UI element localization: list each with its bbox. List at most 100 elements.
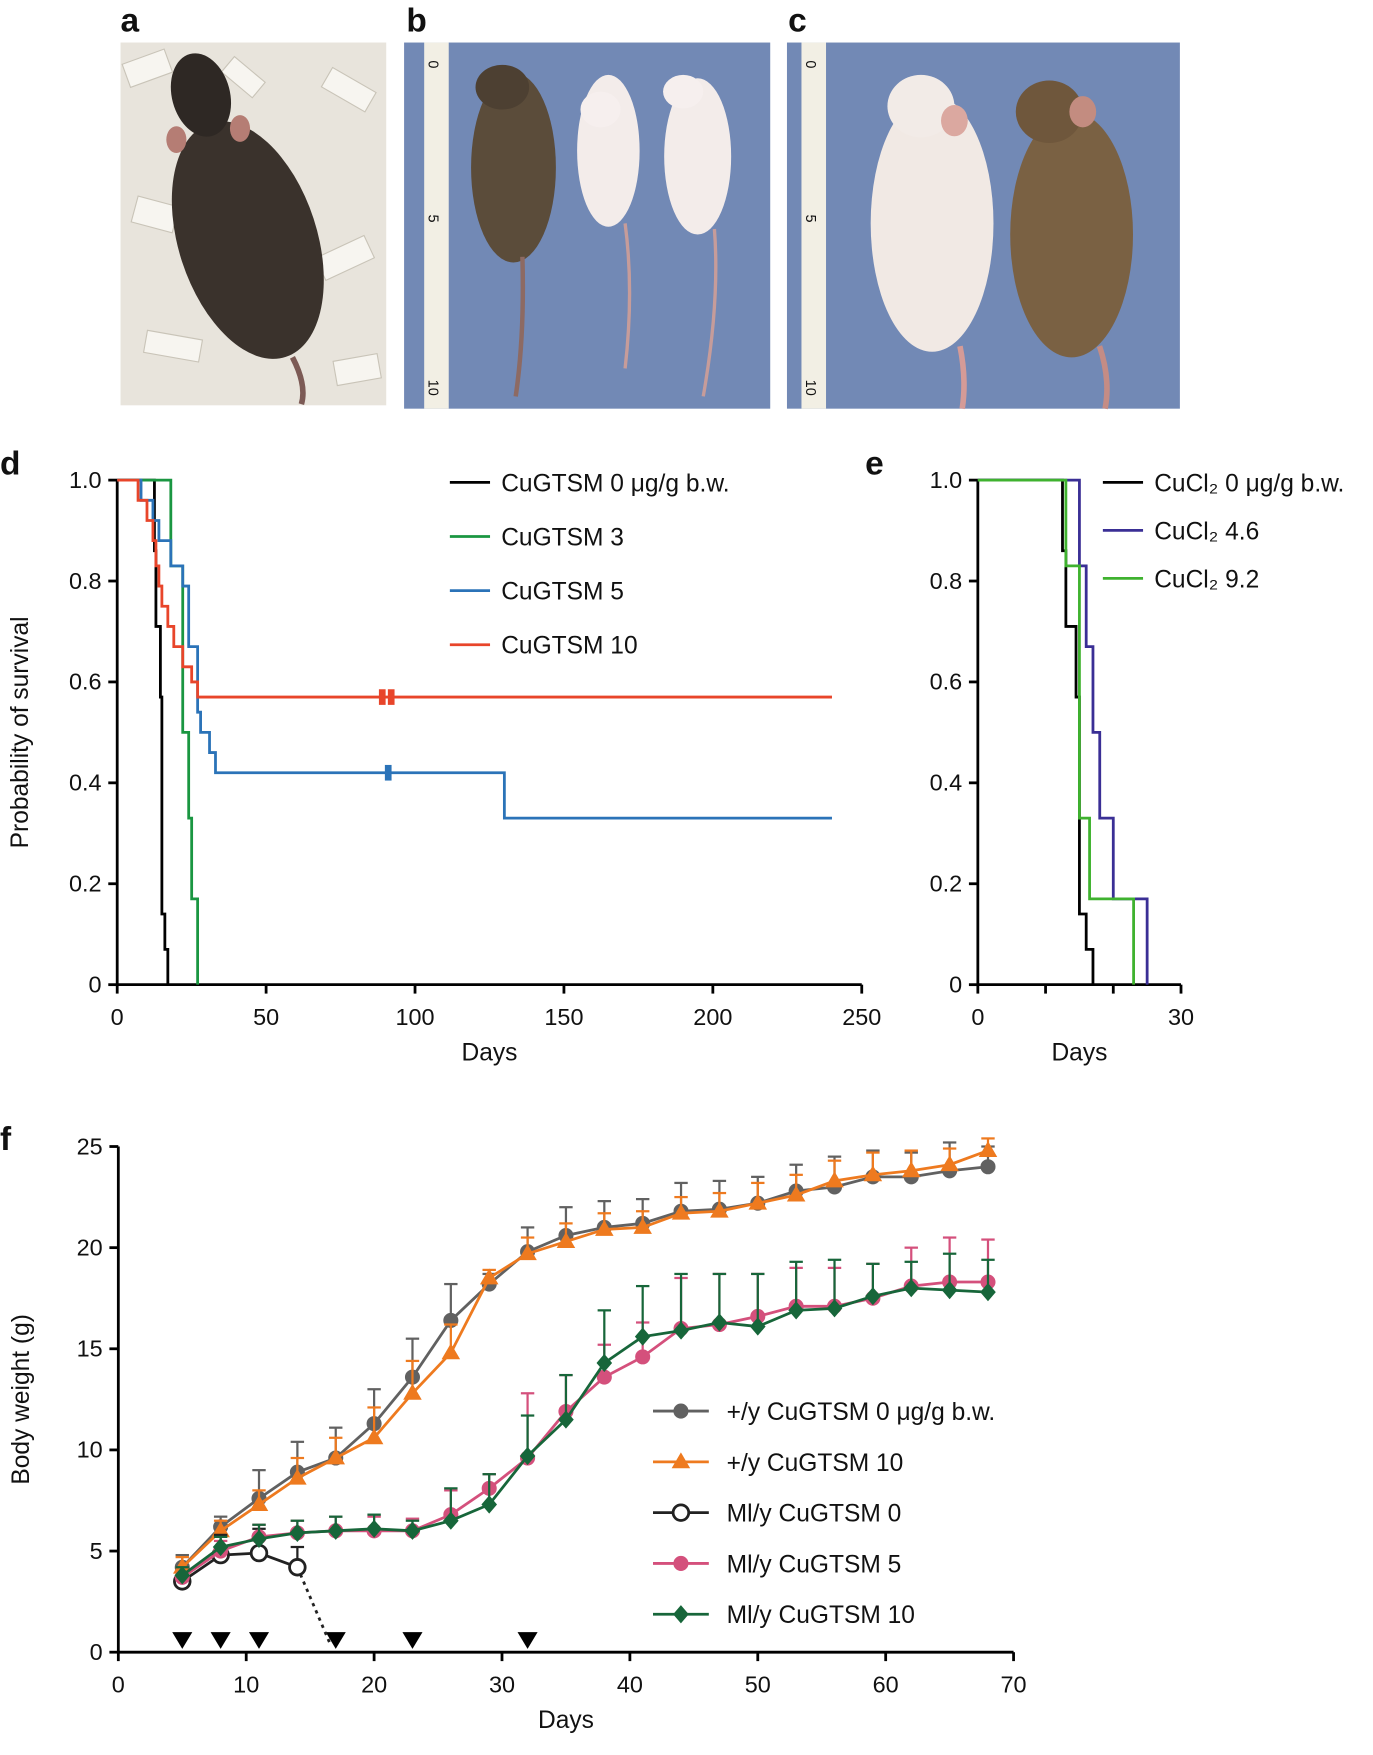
data-point [596, 1353, 613, 1373]
data-point [595, 1219, 614, 1236]
y-tick-label: 0.6 [69, 669, 102, 695]
series-line [181, 1551, 298, 1583]
series-line [181, 1286, 989, 1577]
x-axis-title: Days [1051, 1040, 1107, 1067]
x-tick-label: 30 [1168, 1004, 1194, 1030]
y-tick-label: 25 [77, 1133, 103, 1159]
panel-label-c: c [788, 2, 807, 39]
data-point [710, 1201, 729, 1218]
data-point [671, 1503, 691, 1522]
data-point [519, 1446, 536, 1466]
legend-label: +/y CuGTSM 0 μg/g b.w. [727, 1399, 996, 1426]
legend-label: CuGTSM 10 [501, 633, 637, 660]
y-tick-label: 0.4 [930, 770, 963, 796]
ruler-tick-5: 5 [802, 214, 818, 222]
data-point [633, 1217, 652, 1234]
data-point [635, 1349, 651, 1365]
data-point [865, 1287, 881, 1306]
data-point [518, 1244, 537, 1261]
censor-mark [384, 764, 392, 781]
x-tick-label: 40 [617, 1671, 643, 1697]
x-tick-label: 0 [111, 1004, 124, 1030]
data-point [327, 1521, 344, 1540]
data-point [441, 1343, 461, 1360]
survival-curve-3 [117, 478, 832, 820]
data-point [404, 1521, 421, 1540]
data-point [443, 1511, 459, 1530]
x-tick-label: 250 [842, 1004, 881, 1030]
data-point [863, 1165, 883, 1182]
data-point [558, 1410, 574, 1429]
data-point [711, 1313, 728, 1332]
data-point [481, 1495, 498, 1514]
injection-arrowhead-icon [517, 1632, 538, 1649]
y-tick-label: 0.2 [69, 871, 102, 897]
x-tick-label: 50 [745, 1671, 771, 1697]
legend-label: +/y CuGTSM 10 [727, 1450, 904, 1477]
data-point [673, 1605, 689, 1624]
data-point [671, 1452, 691, 1469]
photo-c: 0 5 10 [786, 42, 1180, 410]
series-line [181, 1149, 989, 1569]
data-point [978, 1141, 998, 1157]
x-tick-label: 20 [361, 1671, 387, 1697]
legend-label: CuGTSM 5 [501, 579, 624, 606]
series-5 [174, 1252, 996, 1585]
data-point [364, 1428, 384, 1445]
panel-label-d: d [0, 446, 20, 483]
survival-curve-4 [117, 478, 832, 699]
legend-label: CuGTSM 3 [501, 524, 624, 551]
ruler-tick-10: 10 [802, 380, 818, 396]
data-point [825, 1171, 844, 1188]
panel-label-e: e [865, 446, 884, 483]
survival-curve-3 [977, 478, 1135, 985]
x-tick-label: 30 [489, 1671, 515, 1697]
data-point [634, 1327, 651, 1346]
data-point [901, 1161, 921, 1178]
x-tick-label: 70 [1001, 1671, 1027, 1697]
data-point [940, 1155, 959, 1172]
data-point [673, 1403, 689, 1419]
data-point [749, 1317, 766, 1336]
legend-label: CuCl₂ 0 μg/g b.w. [1154, 470, 1344, 497]
injection-arrowhead-icon [325, 1632, 346, 1649]
series-line [181, 1165, 989, 1569]
injection-arrowhead-icon [402, 1632, 423, 1649]
censor-mark [378, 689, 386, 705]
survival-curve-1 [117, 478, 170, 985]
data-point [251, 1529, 267, 1549]
data-point [212, 1537, 229, 1557]
data-point [826, 1299, 843, 1318]
x-tick-label: 10 [233, 1671, 259, 1697]
data-point [788, 1301, 804, 1320]
panel-label-b: b [406, 2, 426, 39]
survival-curve-2 [977, 478, 1149, 985]
injection-arrowhead-icon [210, 1632, 231, 1649]
data-point [366, 1519, 382, 1538]
series-extension [296, 1566, 331, 1643]
data-point [288, 1468, 307, 1485]
data-point [479, 1268, 499, 1285]
data-point [980, 1159, 996, 1175]
photo-b: 0 5 10 [404, 42, 771, 409]
legend-label: CuCl₂ 9.2 [1154, 566, 1259, 593]
chart-f-body-weight: 0 10 20 30 40 50 60 70 0 5 10 15 20 25 Days Body weight… [8, 1133, 1027, 1734]
y-tick-label: 0.8 [69, 568, 102, 594]
y-tick-label: 0.8 [930, 568, 963, 594]
data-point [673, 1555, 689, 1571]
series-3 [173, 1527, 331, 1643]
ruler [801, 42, 827, 409]
y-tick-label: 1.0 [930, 467, 963, 493]
y-axis-title: Probability of survival [7, 616, 34, 848]
x-tick-label: 150 [544, 1004, 583, 1030]
ruler-tick-5: 5 [425, 214, 441, 222]
injection-arrowhead-icon [172, 1632, 193, 1649]
chart-e-survival-cucl2: 0 30 0 0.2 0.4 0.6 0.8 1.0 Days CuCl₂ 0 μg/g b.w.… [930, 467, 1345, 1067]
legend-label: Ml/y CuGTSM 10 [727, 1602, 915, 1629]
y-tick-label: 15 [77, 1336, 103, 1362]
x-tick-label: 0 [971, 1004, 984, 1030]
injection-arrowhead-icon [248, 1632, 270, 1649]
data-point [174, 1566, 191, 1585]
data-point [980, 1283, 996, 1302]
